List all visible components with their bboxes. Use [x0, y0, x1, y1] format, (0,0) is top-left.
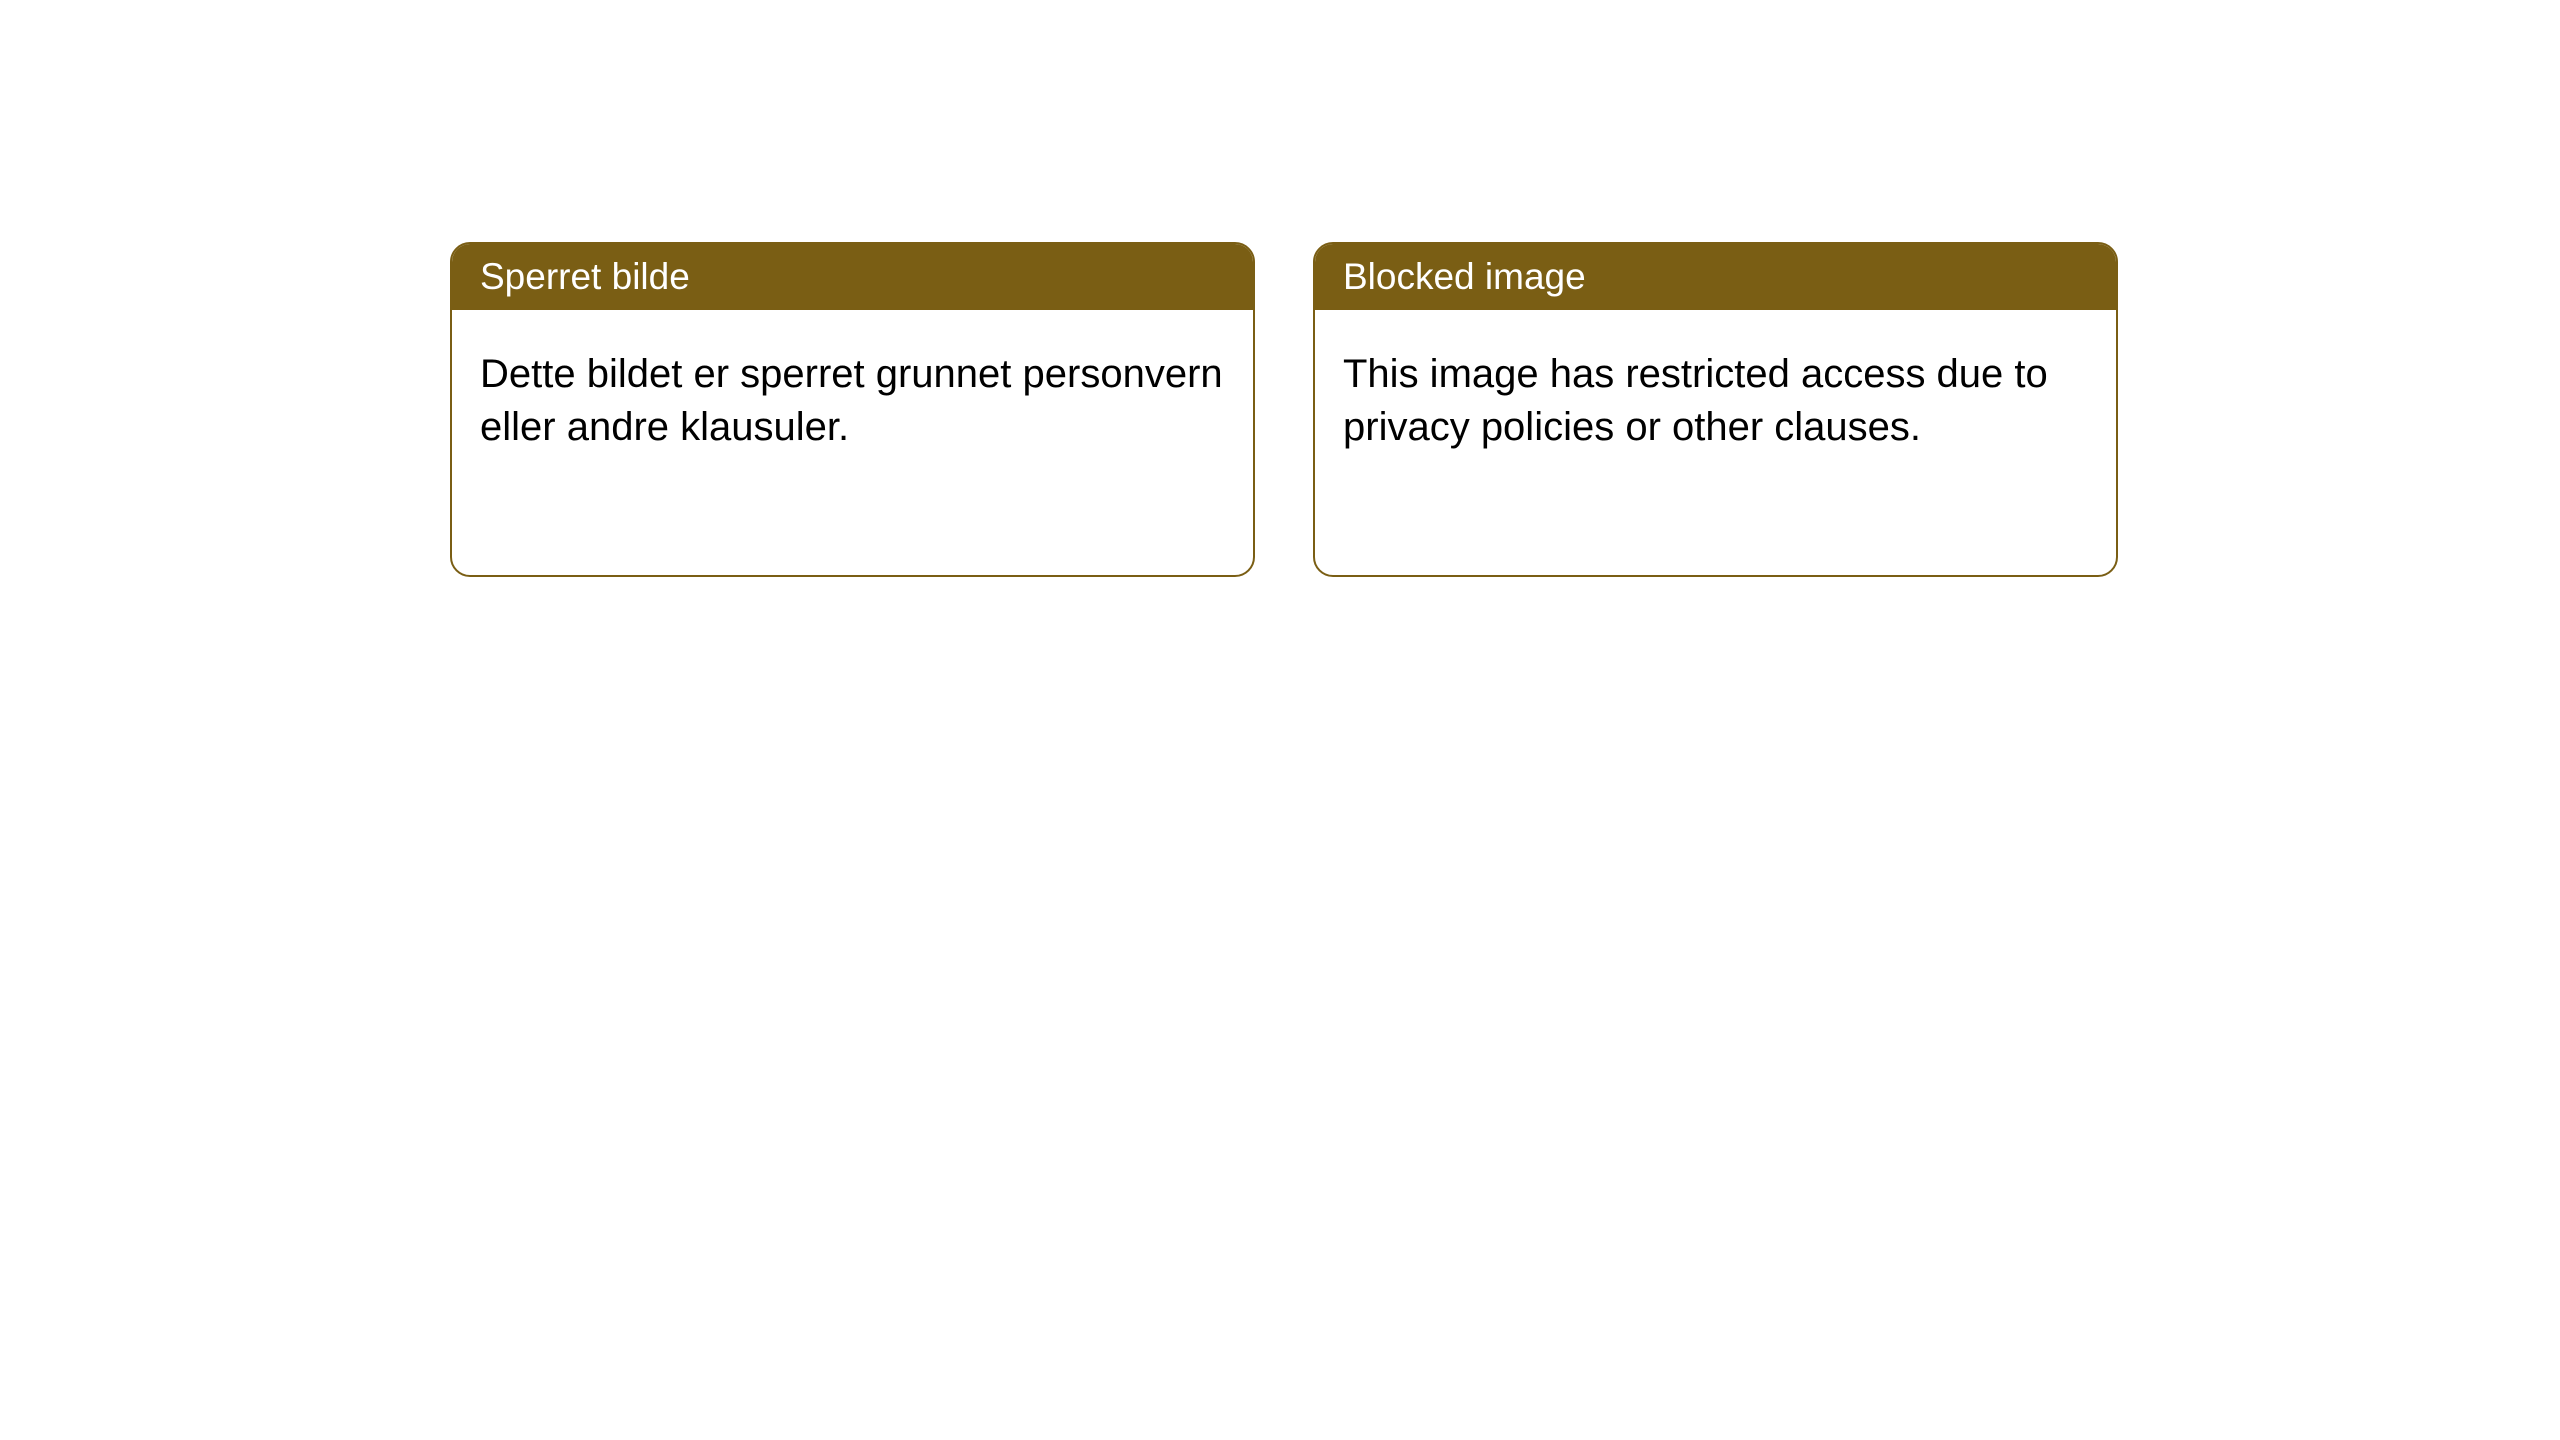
card-title-no: Sperret bilde: [452, 244, 1253, 310]
card-body-en: This image has restricted access due to …: [1315, 310, 2116, 492]
card-body-no: Dette bildet er sperret grunnet personve…: [452, 310, 1253, 492]
blocked-image-card-en: Blocked image This image has restricted …: [1313, 242, 2118, 577]
cards-container: Sperret bilde Dette bildet er sperret gr…: [0, 0, 2560, 577]
card-title-en: Blocked image: [1315, 244, 2116, 310]
blocked-image-card-no: Sperret bilde Dette bildet er sperret gr…: [450, 242, 1255, 577]
